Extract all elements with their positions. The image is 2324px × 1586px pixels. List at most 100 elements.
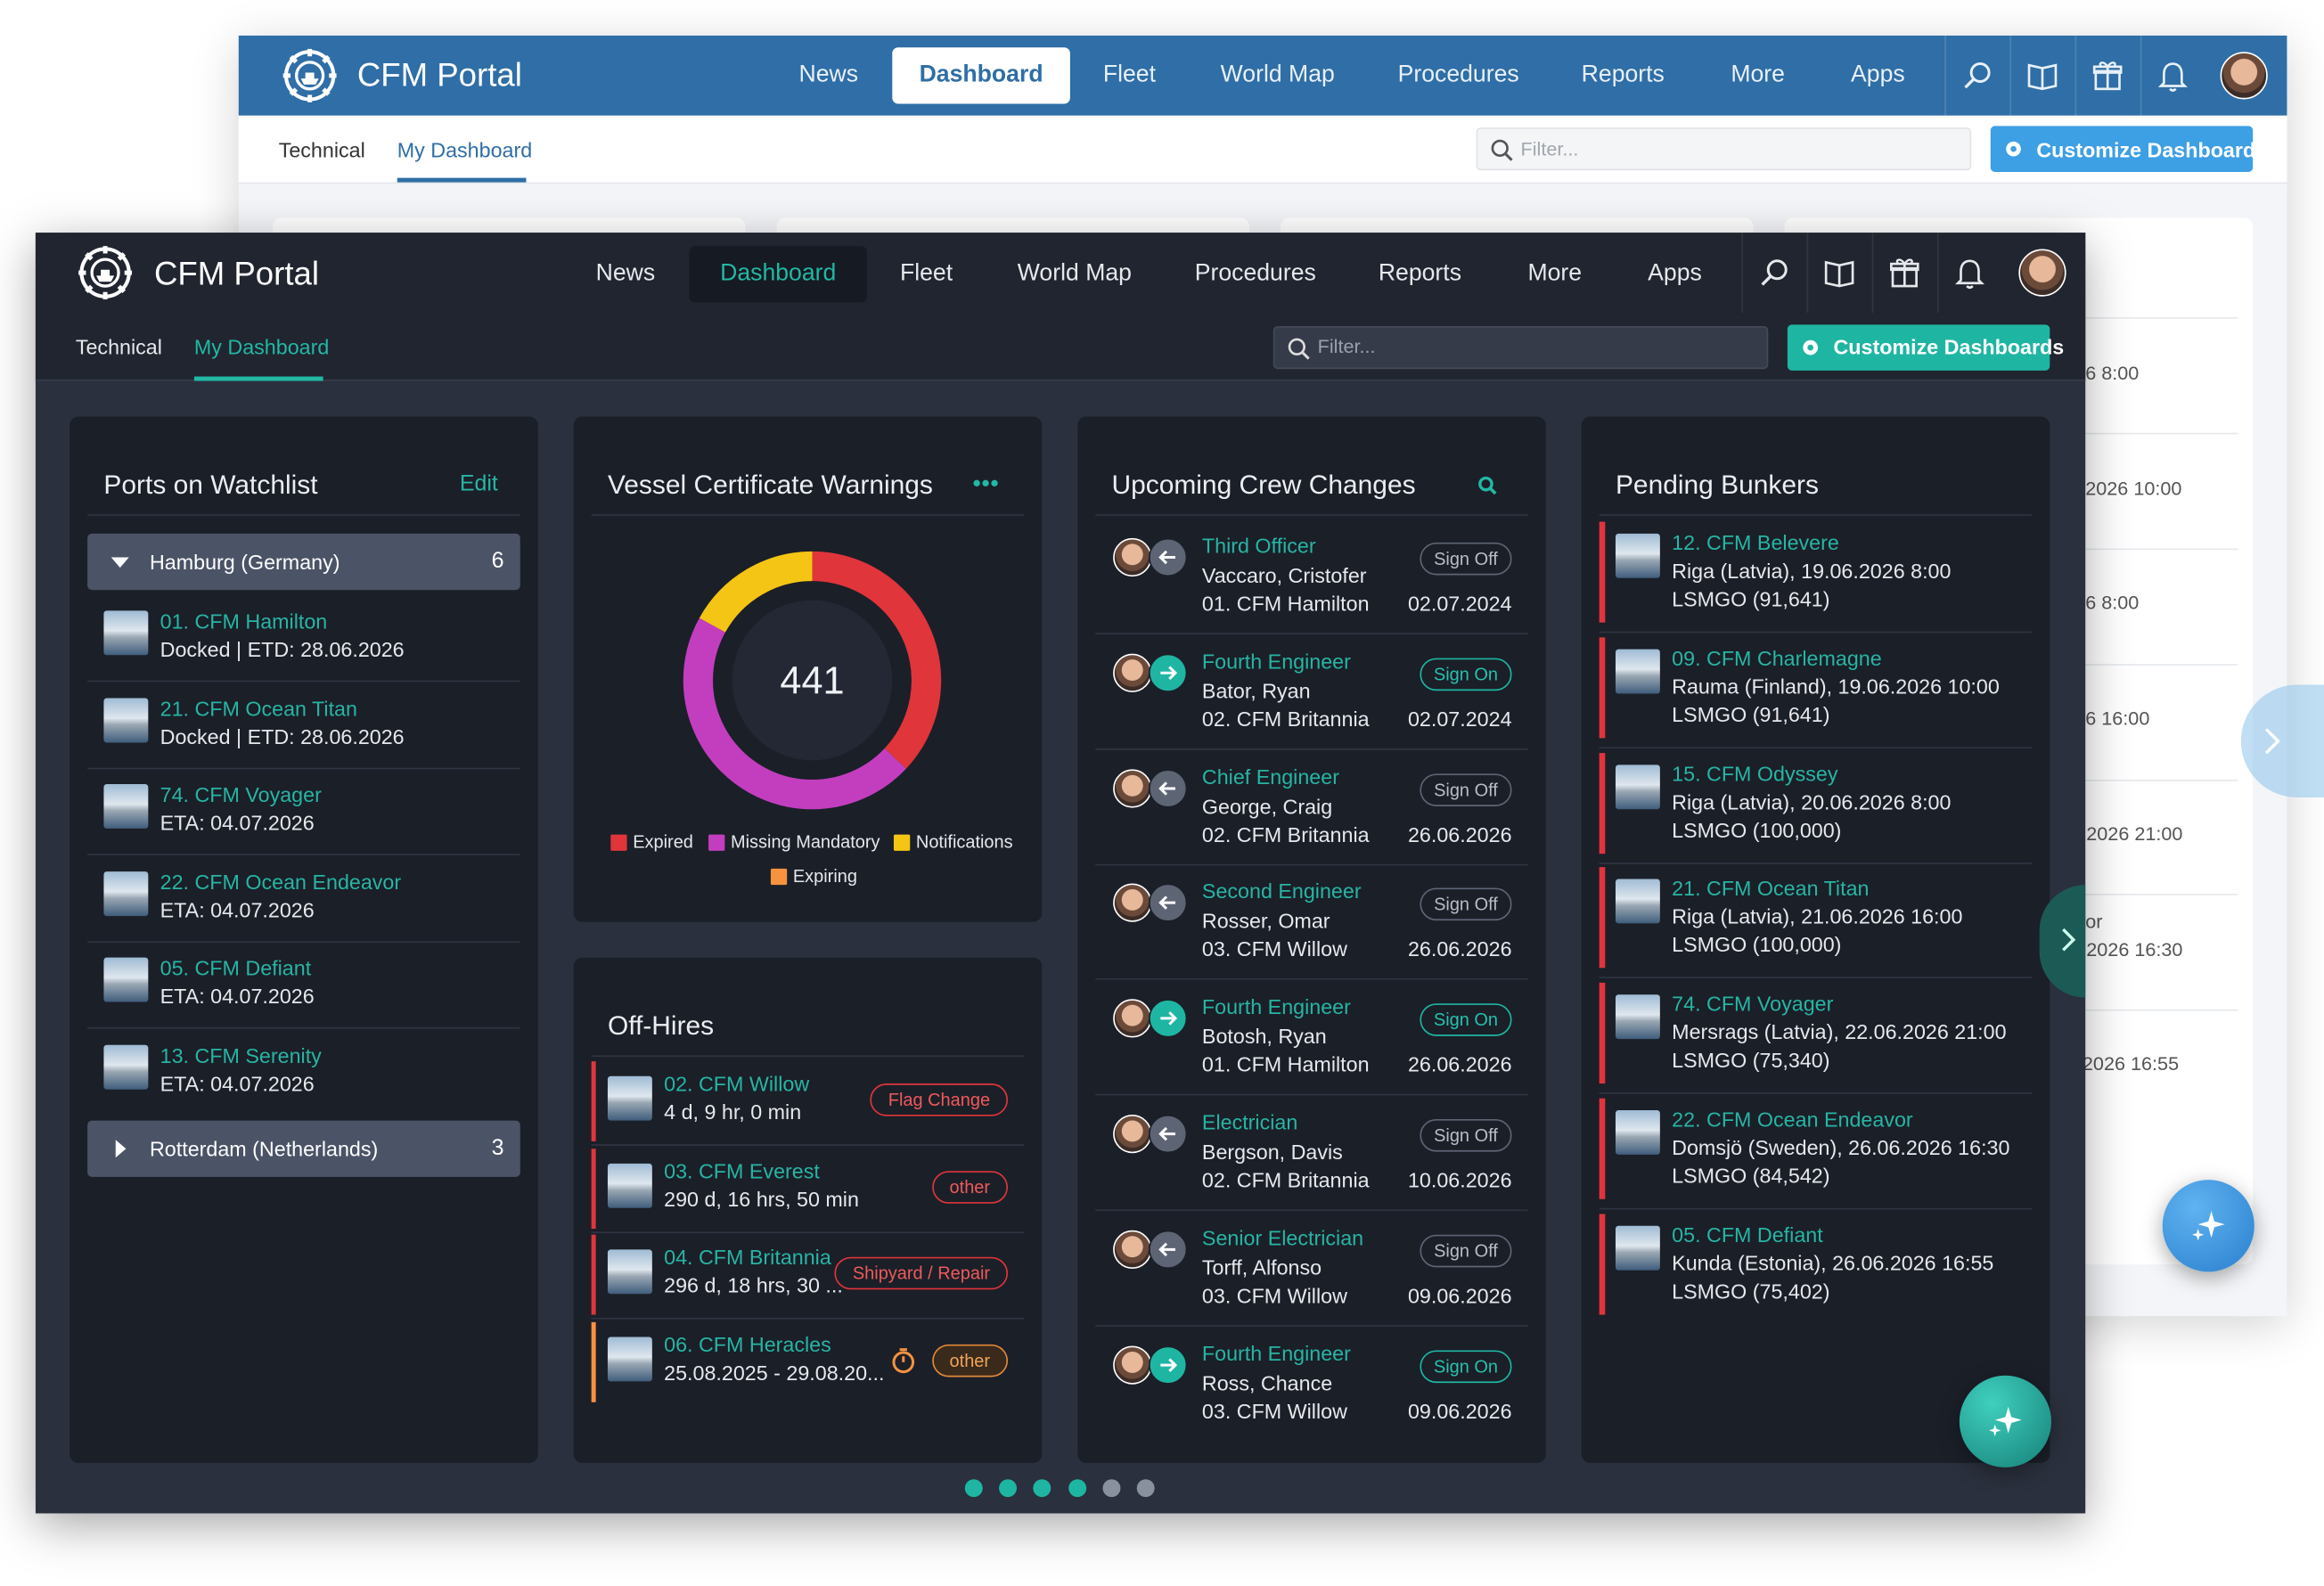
icon-separator: [2074, 35, 2077, 116]
vessel-name[interactable]: 09. CFM Charlemagne: [1672, 645, 1882, 670]
customize-button[interactable]: [1990, 126, 2254, 172]
vessel-name[interactable]: 21. CFM Ocean Titan: [1672, 876, 1870, 901]
vessel-name[interactable]: 13. CFM Serenity: [160, 1042, 322, 1067]
nav-item[interactable]: Reports: [1581, 61, 1665, 88]
nav-item[interactable]: Procedures: [1397, 61, 1519, 88]
vessel-name[interactable]: 22. CFM Ocean Endeavor: [160, 869, 402, 894]
tag: other: [931, 1170, 1009, 1203]
nav-item[interactable]: Procedures: [1194, 260, 1316, 287]
gift-icon[interactable]: [1888, 257, 1921, 290]
peek-text: .2026 16:30: [2081, 938, 2183, 961]
bunker-place: Riga (Latvia), 21.06.2026 16:00: [1672, 904, 1963, 929]
nav-item[interactable]: Fleet: [899, 260, 953, 287]
nav-item[interactable]: Apps: [1648, 260, 1702, 287]
bell-icon[interactable]: [1953, 257, 1986, 290]
book-icon[interactable]: [1823, 257, 1856, 290]
tab[interactable]: Technical: [278, 137, 365, 162]
nav-item[interactable]: More: [1527, 260, 1583, 287]
page-dot[interactable]: [1033, 1479, 1052, 1498]
nav-item[interactable]: World Map: [1017, 260, 1132, 287]
page-dot[interactable]: [999, 1479, 1018, 1498]
crew-avatar: [1113, 1345, 1152, 1385]
vessel-name[interactable]: 22. CFM Ocean Endeavor: [1672, 1107, 1913, 1132]
page-dot[interactable]: [964, 1479, 983, 1498]
vessel-status: Docked | ETD: 28.06.2026: [160, 637, 405, 661]
vessel-name[interactable]: 15. CFM Odyssey: [1672, 761, 1838, 786]
vessel-name[interactable]: 05. CFM Defiant: [1672, 1222, 1823, 1247]
crew-name: Vaccaro, Cristofer: [1201, 563, 1367, 587]
tab-active[interactable]: My Dashboard: [397, 137, 533, 162]
nav-item[interactable]: News: [798, 61, 859, 88]
crew-role[interactable]: Third Officer: [1201, 533, 1316, 558]
carousel-next[interactable]: [2240, 684, 2324, 797]
row-separator: [2081, 1009, 2238, 1011]
nav-item[interactable]: World Map: [1220, 61, 1335, 88]
bunker-place: Rauma (Finland), 19.06.2026 10:00: [1672, 674, 2000, 699]
vessel-name[interactable]: 74. CFM Voyager: [1672, 992, 1834, 1016]
crew-role[interactable]: Electrician: [1201, 1109, 1298, 1134]
status-bar: [591, 1061, 596, 1141]
vessel-name[interactable]: 01. CFM Hamilton: [160, 609, 328, 634]
vessel-name[interactable]: 02. CFM Willow: [664, 1071, 810, 1096]
timer-icon: [892, 1347, 915, 1373]
search-icon[interactable]: [1961, 60, 1994, 93]
vessel-name[interactable]: 74. CFM Voyager: [160, 782, 322, 806]
gift-icon[interactable]: [2091, 60, 2124, 93]
vessel-name[interactable]: 12. CFM Belevere: [1672, 530, 1839, 555]
vessel-name[interactable]: 21. CFM Ocean Titan: [160, 696, 357, 720]
vessel-name[interactable]: 05. CFM Defiant: [160, 955, 312, 980]
status-bar: [591, 1234, 596, 1315]
status-bar: [1599, 636, 1606, 739]
nav-item[interactable]: Dashboard: [919, 61, 1043, 88]
direction-arrow: [1158, 781, 1175, 796]
search-icon[interactable]: [1477, 476, 1497, 495]
crew-role[interactable]: Chief Engineer: [1201, 764, 1339, 789]
group-name: Rotterdam (Netherlands): [149, 1136, 379, 1161]
vessel-name[interactable]: 03. CFM Everest: [664, 1158, 820, 1182]
caret-icon: [110, 557, 129, 568]
vessel-name[interactable]: 04. CFM Britannia: [664, 1245, 831, 1269]
bunker-place: Mersrags (Latvia), 22.06.2026 21:00: [1672, 1019, 2007, 1044]
customize-button[interactable]: [1787, 324, 2050, 371]
nav-item[interactable]: News: [595, 260, 656, 287]
donut-chart: [683, 551, 942, 810]
row-separator: [87, 766, 520, 769]
crew-role[interactable]: Fourth Engineer: [1201, 1340, 1351, 1365]
row-separator: [1599, 631, 2033, 634]
crew-role[interactable]: Second Engineer: [1201, 879, 1362, 903]
status-bar: [1599, 867, 1606, 969]
filter-input[interactable]: [1476, 127, 1972, 171]
vessel-name[interactable]: 06. CFM Heracles: [664, 1331, 831, 1356]
tag: Shipyard / Repair: [834, 1256, 1009, 1290]
page-dot[interactable]: [1102, 1479, 1121, 1498]
nav-item[interactable]: Fleet: [1102, 61, 1156, 88]
nav-item[interactable]: Dashboard: [720, 260, 837, 287]
bunker-place: Domsjö (Sweden), 26.06.2026 16:30: [1672, 1135, 2010, 1159]
page-dot[interactable]: [1068, 1479, 1087, 1498]
crew-role[interactable]: Fourth Engineer: [1201, 994, 1351, 1019]
crew-avatar: [1113, 537, 1152, 577]
more-menu[interactable]: [972, 478, 999, 487]
brand: CFM Portal: [153, 255, 320, 292]
crew-action: Sign Off: [1420, 773, 1512, 806]
search-icon[interactable]: [1758, 257, 1791, 290]
bell-icon[interactable]: [2156, 60, 2189, 93]
page-dot[interactable]: [1136, 1479, 1155, 1498]
row-separator: [1095, 978, 1528, 981]
status-bar: [1599, 1098, 1606, 1199]
nav-item[interactable]: More: [1731, 61, 1785, 88]
book-icon[interactable]: [2026, 60, 2059, 93]
tab-active[interactable]: My Dashboard: [193, 334, 330, 359]
tab[interactable]: Technical: [75, 334, 162, 359]
nav-item[interactable]: Reports: [1378, 260, 1462, 287]
group-header[interactable]: [87, 1120, 520, 1177]
group-header[interactable]: [87, 533, 520, 591]
tab-underline: [397, 177, 527, 183]
nav-item[interactable]: Apps: [1851, 61, 1905, 88]
crew-action: Sign On: [1420, 1349, 1512, 1383]
filter-input[interactable]: [1272, 325, 1769, 370]
crew-role[interactable]: Senior Electrician: [1201, 1225, 1364, 1250]
edit-link[interactable]: Edit: [459, 471, 498, 497]
crew-role[interactable]: Fourth Engineer: [1201, 649, 1351, 673]
